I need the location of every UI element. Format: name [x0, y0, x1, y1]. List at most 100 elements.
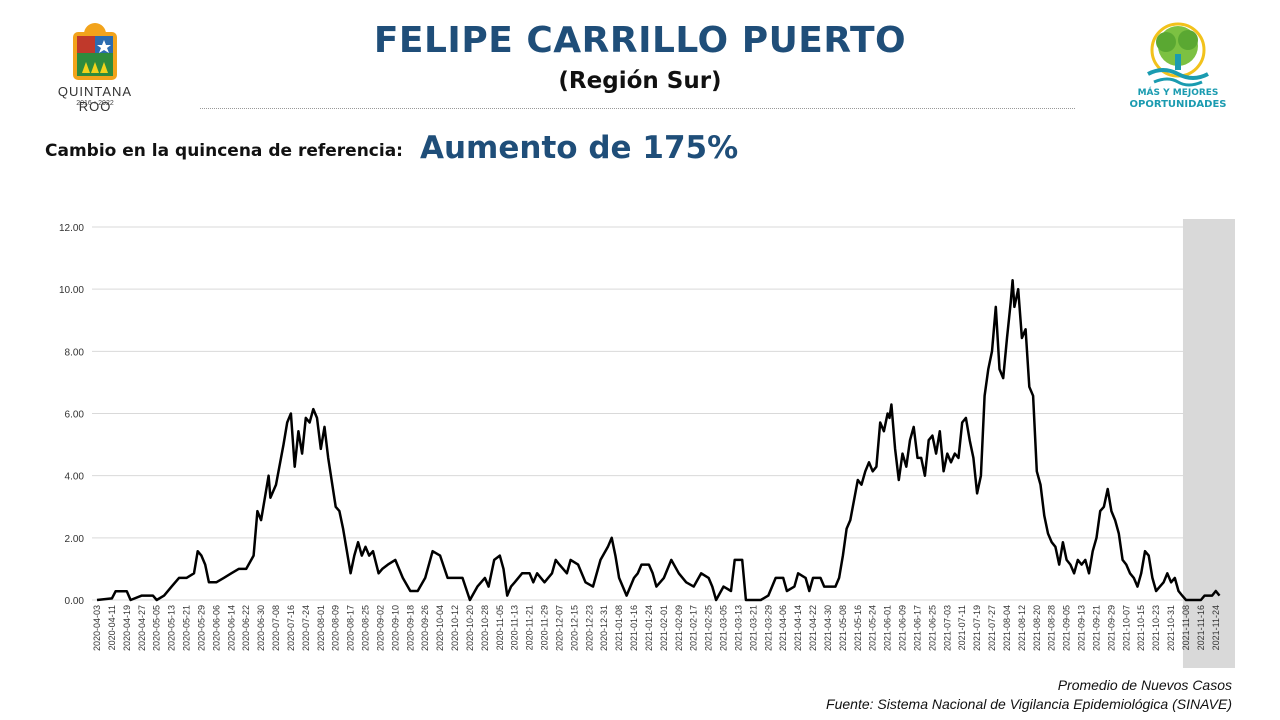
x-tick-label: 2020-05-29	[196, 605, 206, 651]
x-tick-label: 2020-05-21	[182, 605, 192, 651]
x-tick-label: 2021-11-16	[1196, 605, 1206, 650]
x-tick-label: 2020-10-12	[450, 605, 460, 651]
x-tick-label: 2021-05-16	[853, 605, 863, 651]
x-tick-label: 2020-12-07	[554, 605, 564, 651]
x-tick-label: 2021-04-30	[823, 605, 833, 651]
chart-legend-note: Promedio de Nuevos Casos	[1057, 677, 1232, 693]
x-tick-label: 2021-02-09	[674, 605, 684, 651]
x-tick-label: 2021-06-25	[927, 605, 937, 651]
x-tick-label: 2020-06-30	[256, 605, 266, 651]
x-tick-label: 2020-08-01	[316, 605, 326, 651]
x-tick-label: 2020-04-27	[137, 605, 147, 651]
x-tick-label: 2020-04-19	[122, 605, 132, 651]
tree-icon	[1147, 22, 1209, 87]
x-tick-label: 2021-07-27	[987, 605, 997, 651]
x-tick-label: 2020-10-28	[480, 605, 490, 651]
x-tick-label: 2021-05-08	[838, 605, 848, 651]
x-tick-label: 2021-09-05	[1062, 605, 1072, 651]
x-tick-label: 2021-06-09	[898, 605, 908, 651]
x-tick-label: 2021-08-28	[1047, 605, 1057, 651]
y-tick-label: 6.00	[65, 410, 85, 421]
x-tick-label: 2020-07-08	[271, 605, 281, 651]
x-tick-label: 2021-07-03	[942, 605, 952, 651]
x-tick-label: 2021-07-19	[972, 605, 982, 651]
y-tick-label: 2.00	[65, 534, 85, 545]
x-tick-label: 2021-04-14	[793, 605, 803, 651]
logo-right-line2: OPORTUNIDADES	[1129, 99, 1227, 110]
x-tick-label: 2020-12-15	[569, 605, 579, 651]
x-tick-label: 2021-01-08	[614, 605, 624, 651]
x-tick-label: 2021-10-23	[1151, 605, 1161, 651]
x-tick-label: 2020-09-18	[405, 605, 415, 651]
x-tick-label: 2021-03-21	[748, 605, 758, 651]
x-tick-label: 2020-05-13	[167, 605, 177, 651]
x-tick-label: 2020-04-03	[92, 605, 102, 651]
x-tick-label: 2021-06-01	[883, 605, 893, 651]
cases-line-chart: 0.00 2.00 4.00 6.00 8.00 10.00 12.00 2020-04-03…	[59, 219, 1235, 668]
series-line-promedio	[96, 278, 1221, 602]
x-tick-label: 2021-02-01	[659, 605, 669, 651]
x-tick-label: 2020-08-25	[361, 605, 371, 651]
x-tick-label: 2020-05-05	[152, 605, 162, 651]
page-subtitle: (Región Sur)	[558, 68, 722, 94]
x-tick-label: 2021-08-20	[1032, 605, 1042, 651]
x-tick-label: 2020-11-21	[525, 605, 535, 650]
x-tick-label: 2020-11-29	[540, 605, 550, 650]
x-tick-label: 2020-09-02	[375, 605, 385, 651]
x-tick-label: 2021-10-07	[1121, 605, 1131, 651]
x-tick-label: 2021-07-11	[957, 605, 967, 650]
x-tick-label: 2021-06-17	[912, 605, 922, 651]
y-tick-label: 0.00	[65, 596, 85, 607]
x-tick-label: 2020-06-06	[211, 605, 221, 651]
x-tick-label: 2021-02-17	[689, 605, 699, 651]
logo-right-line1: MÁS Y MEJORES	[1137, 88, 1219, 98]
shaded-region	[1182, 219, 1235, 668]
oportunidades-logo: MÁS Y MEJORES OPORTUNIDADES	[1118, 18, 1238, 116]
x-tick-label: 2021-08-04	[1002, 605, 1012, 651]
x-tick-label: 2020-07-16	[286, 605, 296, 651]
y-tick-label: 4.00	[65, 472, 85, 483]
x-tick-label: 2021-11-24	[1211, 605, 1221, 650]
coat-of-arms-icon	[73, 23, 117, 80]
x-tick-label: 2021-08-12	[1017, 605, 1027, 651]
x-tick-label: 2020-09-10	[390, 605, 400, 651]
y-tick-label: 10.00	[59, 285, 84, 296]
x-tick-label: 2021-01-16	[629, 605, 639, 651]
x-tick-label: 2021-03-13	[733, 605, 743, 651]
y-tick-label: 8.00	[65, 347, 85, 358]
x-tick-label: 2021-03-29	[763, 605, 773, 651]
x-tick-label: 2021-09-29	[1106, 605, 1116, 651]
x-tick-label: 2021-02-25	[704, 605, 714, 651]
x-tick-label: 2020-08-17	[346, 605, 356, 651]
x-tick-label: 2021-09-21	[1091, 605, 1101, 651]
x-tick-label: 2020-09-26	[420, 605, 430, 651]
x-tick-label: 2021-05-24	[868, 605, 878, 651]
x-tick-label: 2020-10-04	[435, 605, 445, 651]
x-tick-label: 2020-06-22	[241, 605, 251, 651]
x-tick-label: 2020-08-09	[331, 605, 341, 651]
x-tick-label: 2021-10-15	[1136, 605, 1146, 651]
x-tick-label: 2021-01-24	[644, 605, 654, 651]
page-title: FELIPE CARRILLO PUERTO	[373, 20, 907, 61]
x-tick-label: 2020-07-24	[301, 605, 311, 651]
x-tick-label: 2021-04-22	[808, 605, 818, 651]
change-value: Aumento de 175%	[420, 130, 739, 166]
logo-left-name: QUINTANA ROO	[57, 84, 133, 114]
x-tick-label: 2020-12-31	[599, 605, 609, 651]
x-tick-label: 2021-09-13	[1077, 605, 1087, 651]
source-note: Fuente: Sistema Nacional de Vigilancia E…	[826, 696, 1232, 712]
header-divider	[200, 108, 1075, 109]
change-label: Cambio en la quincena de referencia:	[45, 141, 403, 161]
x-tick-label: 2021-11-08	[1181, 605, 1191, 650]
x-tick-label: 2020-11-05	[495, 605, 505, 650]
x-tick-label: 2021-10-31	[1166, 605, 1176, 651]
x-tick-label: 2021-04-06	[778, 605, 788, 651]
x-tick-label: 2021-03-05	[719, 605, 729, 651]
quintana-roo-logo: QUINTANA ROO 2016 • 2022	[40, 18, 150, 114]
x-tick-label: 2020-10-20	[465, 605, 475, 651]
x-tick-label: 2020-12-23	[584, 605, 594, 651]
x-tick-label: 2020-04-11	[107, 605, 117, 650]
x-tick-label: 2020-06-14	[226, 605, 236, 651]
x-tick-label: 2020-11-13	[510, 605, 520, 650]
logo-left-years: 2016 • 2022	[76, 100, 114, 107]
